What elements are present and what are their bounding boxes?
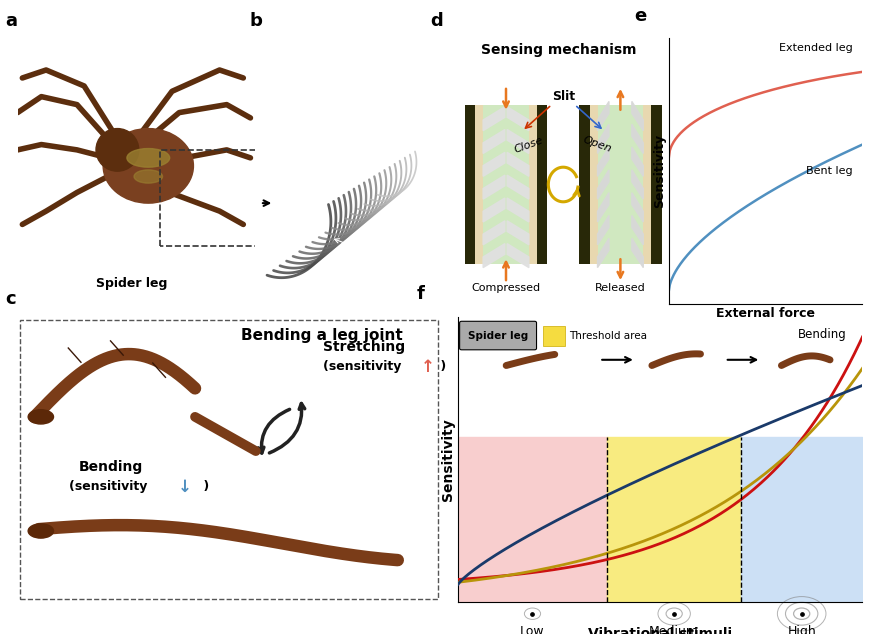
Text: Sensing mechanism: Sensing mechanism — [480, 43, 636, 57]
Polygon shape — [632, 147, 643, 176]
Bar — [529, 105, 537, 264]
Polygon shape — [507, 198, 529, 222]
Bar — [475, 105, 483, 264]
Polygon shape — [483, 152, 505, 176]
Text: Extending: Extending — [478, 328, 538, 342]
Polygon shape — [632, 238, 643, 268]
Bar — [579, 105, 662, 264]
Polygon shape — [507, 129, 529, 153]
Text: b: b — [250, 12, 263, 30]
Text: Spider leg: Spider leg — [96, 276, 167, 290]
FancyBboxPatch shape — [459, 321, 537, 350]
Text: Slit: Slit — [334, 239, 382, 259]
Bar — [590, 105, 598, 264]
Text: Extended leg: Extended leg — [779, 43, 853, 53]
Text: ): ) — [199, 479, 209, 493]
Polygon shape — [483, 129, 505, 153]
Text: High: High — [788, 625, 816, 634]
Text: f: f — [417, 285, 425, 303]
Polygon shape — [632, 193, 643, 222]
Ellipse shape — [28, 524, 54, 538]
Text: Open: Open — [582, 135, 613, 154]
Ellipse shape — [127, 148, 170, 167]
Bar — [465, 105, 547, 264]
Polygon shape — [507, 152, 529, 176]
Polygon shape — [598, 101, 609, 131]
Polygon shape — [632, 216, 643, 245]
Text: Close: Close — [513, 134, 545, 155]
X-axis label: External force: External force — [716, 307, 815, 320]
Polygon shape — [483, 107, 505, 131]
Polygon shape — [598, 216, 609, 245]
Y-axis label: Sensitivity: Sensitivity — [441, 418, 455, 501]
Ellipse shape — [134, 170, 163, 183]
Text: Slit: Slit — [552, 90, 575, 103]
Y-axis label: Sensitivity: Sensitivity — [653, 134, 666, 208]
Bar — [579, 105, 590, 264]
Text: e: e — [634, 7, 646, 25]
Text: ): ) — [436, 360, 446, 373]
Polygon shape — [507, 243, 529, 268]
Text: (sensitivity: (sensitivity — [70, 479, 152, 493]
Bar — [537, 105, 547, 264]
Text: a: a — [5, 12, 18, 30]
Polygon shape — [598, 147, 609, 176]
Polygon shape — [598, 124, 609, 153]
Bar — [643, 105, 651, 264]
Polygon shape — [483, 198, 505, 222]
Polygon shape — [632, 101, 643, 131]
Text: c: c — [5, 290, 16, 308]
Polygon shape — [507, 221, 529, 245]
Polygon shape — [483, 221, 505, 245]
X-axis label: Vibrational stimuli: Vibrational stimuli — [588, 627, 732, 634]
Ellipse shape — [103, 129, 194, 203]
Text: Bending: Bending — [797, 328, 847, 342]
Ellipse shape — [96, 129, 139, 171]
Polygon shape — [632, 124, 643, 153]
Text: Bending: Bending — [78, 460, 143, 474]
Bar — [651, 105, 662, 264]
Text: Spider leg: Spider leg — [468, 330, 528, 340]
Text: Low: Low — [520, 625, 545, 634]
Text: Medium: Medium — [649, 625, 700, 634]
Text: Bent leg: Bent leg — [806, 166, 853, 176]
Text: Threshold area: Threshold area — [569, 330, 647, 340]
Polygon shape — [483, 175, 505, 199]
Text: Compressed: Compressed — [472, 283, 540, 294]
Ellipse shape — [28, 410, 54, 424]
Polygon shape — [483, 243, 505, 268]
Text: Released: Released — [595, 283, 646, 294]
Bar — [543, 326, 565, 346]
Polygon shape — [598, 170, 609, 199]
Polygon shape — [598, 238, 609, 268]
Text: ↓: ↓ — [178, 478, 192, 496]
Text: d: d — [430, 12, 444, 30]
Text: Bending a leg joint: Bending a leg joint — [241, 328, 403, 344]
Text: Stretching: Stretching — [323, 340, 405, 354]
Bar — [465, 105, 475, 264]
Text: ↑: ↑ — [421, 358, 435, 377]
Polygon shape — [507, 107, 529, 131]
Polygon shape — [598, 193, 609, 222]
Polygon shape — [507, 175, 529, 199]
Polygon shape — [632, 170, 643, 199]
Text: (sensitivity: (sensitivity — [323, 360, 406, 373]
